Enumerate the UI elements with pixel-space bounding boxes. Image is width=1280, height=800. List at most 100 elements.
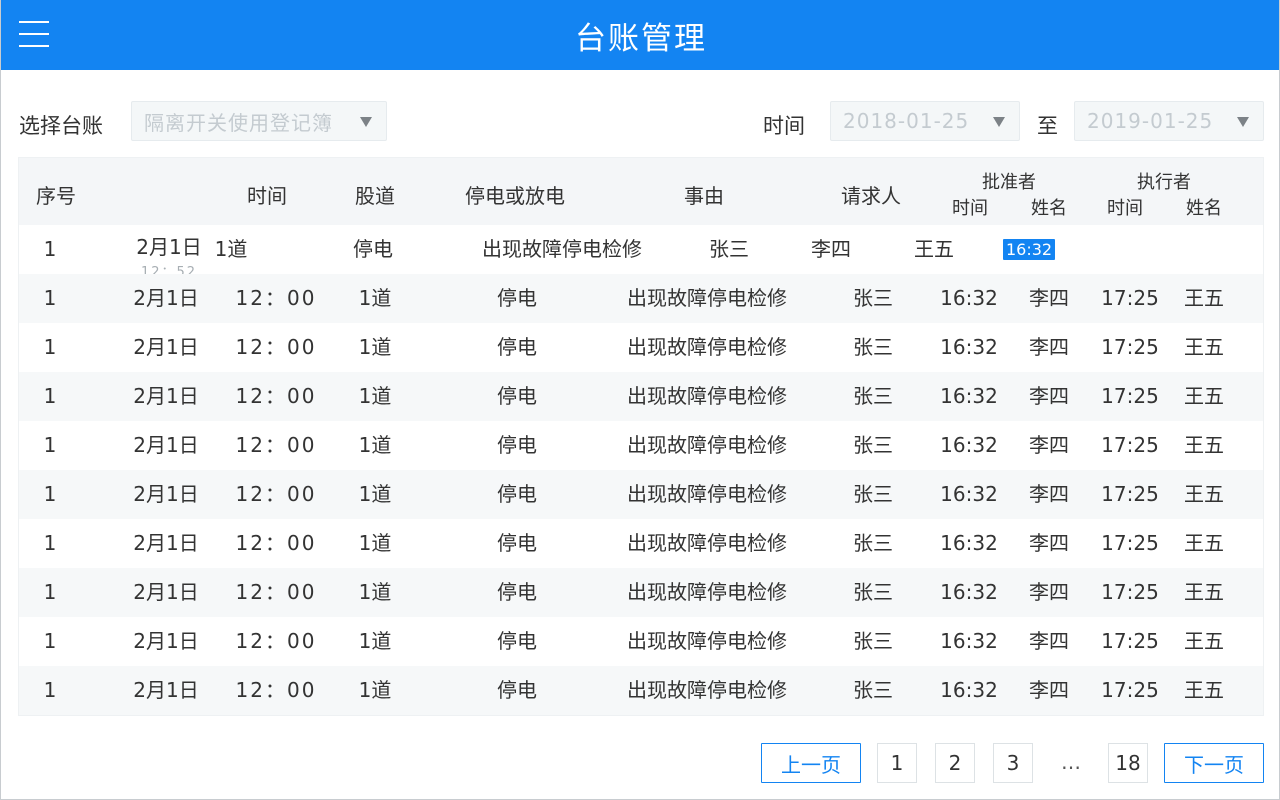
chevron-down-icon bbox=[993, 117, 1005, 127]
page-button-last[interactable]: 18 bbox=[1108, 743, 1148, 783]
cell-action: 停电 bbox=[497, 335, 537, 359]
cell-date: 2月1日 bbox=[133, 629, 199, 653]
cell-exec-name: 王五 bbox=[1184, 629, 1224, 653]
cell-reason: 出现故障停电检修 bbox=[627, 629, 787, 653]
cell-track: 1道 bbox=[358, 629, 392, 653]
cell-track: 1道 bbox=[358, 678, 392, 702]
cell-approve-name: 李四 bbox=[1029, 286, 1069, 310]
cell-date[interactable]: 2月1日 bbox=[136, 235, 202, 259]
table-row[interactable]: 1 2月1日 12：00 1道 停电 出现故障停电检修 张三 16:32 李四 17:25 王五 bbox=[19, 323, 1263, 372]
cell-approve-time: 16:32 bbox=[940, 482, 998, 506]
cell-approve-name: 李四 bbox=[1029, 678, 1069, 702]
col-action-header: 停电或放电 bbox=[465, 184, 565, 208]
cell-exec-time: 17:25 bbox=[1101, 678, 1159, 702]
cell-approve-time: 16:32 bbox=[940, 286, 998, 310]
cell-index: 1 bbox=[43, 237, 57, 261]
cell-action: 停电 bbox=[497, 286, 537, 310]
cell-requester[interactable]: 张三 bbox=[709, 237, 749, 261]
cell-clock: 12：00 bbox=[235, 580, 317, 604]
col-approver-name-header: 姓名 bbox=[1031, 198, 1067, 219]
cell-approve-name: 李四 bbox=[1029, 531, 1069, 555]
cell-approve-name: 李四 bbox=[1029, 482, 1069, 506]
cell-track: 1道 bbox=[358, 482, 392, 506]
cell-approve-name: 李四 bbox=[1029, 629, 1069, 653]
cell-date: 2月1日 bbox=[133, 433, 199, 457]
table-row[interactable]: 1 2月1日 12：00 1道 停电 出现故障停电检修 张三 16:32 李四 17:25 王五 bbox=[19, 617, 1263, 666]
cell-approve-name: 李四 bbox=[1029, 433, 1069, 457]
cell-date: 2月1日 bbox=[133, 335, 199, 359]
end-date-select[interactable]: 2019-01-25 bbox=[1074, 101, 1264, 141]
cell-reason: 出现故障停电检修 bbox=[627, 531, 787, 555]
cell-clock: 12：00 bbox=[235, 335, 317, 359]
table-row[interactable]: 1 2月1日 12：00 1道 停电 出现故障停电检修 张三 16:32 李四 17:25 王五 bbox=[19, 421, 1263, 470]
selected-time-badge[interactable]: 16:32 bbox=[1003, 239, 1056, 260]
cell-exec-name: 王五 bbox=[1184, 678, 1224, 702]
cell-action: 停电 bbox=[497, 580, 537, 604]
cell-clock: 12：00 bbox=[235, 629, 317, 653]
cell-approve-time: 16:32 bbox=[940, 335, 998, 359]
table-row[interactable]: 1 2月1日 12：00 1道 停电 出现故障停电检修 张三 16:32 李四 17:25 王五 bbox=[19, 666, 1263, 715]
cell-index: 1 bbox=[43, 384, 57, 408]
menu-icon[interactable] bbox=[19, 21, 49, 47]
col-executor-name-header: 姓名 bbox=[1186, 198, 1222, 219]
cell-exec-name: 王五 bbox=[1184, 384, 1224, 408]
page-button-3[interactable]: 3 bbox=[993, 743, 1033, 783]
cell-exec-name: 王五 bbox=[1184, 482, 1224, 506]
col-executor-time-header: 时间 bbox=[1107, 198, 1143, 219]
table-row[interactable]: 1 2月1日 12：00 1道 停电 出现故障停电检修 张三 16:32 李四 17:25 王五 bbox=[19, 568, 1263, 617]
table-header: 序号 时间 股道 停电或放电 事由 请求人 批准者 时间 姓名 执行者 时间 姓… bbox=[19, 158, 1263, 225]
time-label: 时间 bbox=[763, 114, 805, 138]
cell-track: 1道 bbox=[358, 335, 392, 359]
cell-approver[interactable]: 李四 bbox=[811, 237, 851, 261]
next-page-button[interactable]: 下一页 bbox=[1164, 743, 1264, 783]
cell-approve-name: 李四 bbox=[1029, 580, 1069, 604]
cell-requester: 张三 bbox=[853, 531, 893, 555]
table-row[interactable]: 1 2月1日 12：00 1道 停电 出现故障停电检修 张三 16:32 李四 17:25 王五 bbox=[19, 470, 1263, 519]
cell-action: 停电 bbox=[497, 433, 537, 457]
ledger-select-value: 隔离开关使用登记簿 bbox=[144, 110, 333, 135]
cell-index: 1 bbox=[43, 286, 57, 310]
cell-reason[interactable]: 出现故障停电检修 bbox=[482, 237, 642, 261]
chevron-down-icon bbox=[1237, 117, 1249, 127]
cell-track: 1道 bbox=[358, 384, 392, 408]
start-date-value: 2018-01-25 bbox=[843, 109, 970, 133]
cell-action: 停电 bbox=[497, 629, 537, 653]
cell-track: 1道 bbox=[358, 580, 392, 604]
page-ellipsis: … bbox=[1061, 750, 1081, 774]
cell-exec-time: 17:25 bbox=[1101, 286, 1159, 310]
col-track-header: 股道 bbox=[355, 184, 395, 208]
table-row[interactable]: 1 2月1日 12：00 1道 停电 出现故障停电检修 张三 16:32 李四 17:25 王五 bbox=[19, 274, 1263, 323]
cell-reason: 出现故障停电检修 bbox=[627, 580, 787, 604]
cell-action[interactable]: 停电 bbox=[353, 237, 393, 261]
cell-approve-time: 16:32 bbox=[940, 629, 998, 653]
app-header: 台账管理 bbox=[1, 0, 1279, 70]
cell-approve-time: 16:32 bbox=[940, 580, 998, 604]
cell-exec-time: 17:25 bbox=[1101, 580, 1159, 604]
table-row-editing[interactable]: 1 2月1日 12：52 1道 停电 出现故障停电检修 张三 李四 王五 16:… bbox=[19, 225, 1263, 280]
cell-exec-name: 王五 bbox=[1184, 531, 1224, 555]
page-button-2[interactable]: 2 bbox=[935, 743, 975, 783]
page-button-1[interactable]: 1 bbox=[877, 743, 917, 783]
cell-approve-name: 李四 bbox=[1029, 335, 1069, 359]
cell-approve-time: 16:32 bbox=[940, 531, 998, 555]
ledger-select[interactable]: 隔离开关使用登记簿 bbox=[131, 101, 387, 141]
start-date-select[interactable]: 2018-01-25 bbox=[830, 101, 1020, 141]
cell-requester: 张三 bbox=[853, 580, 893, 604]
cell-executor[interactable]: 王五 bbox=[914, 237, 954, 261]
table-row[interactable]: 1 2月1日 12：00 1道 停电 出现故障停电检修 张三 16:32 李四 17:25 王五 bbox=[19, 372, 1263, 421]
cell-approve-time: 16:32 bbox=[940, 433, 998, 457]
cell-exec-time: 17:25 bbox=[1101, 482, 1159, 506]
cell-date: 2月1日 bbox=[133, 580, 199, 604]
col-time-header: 时间 bbox=[247, 184, 287, 208]
cell-requester: 张三 bbox=[853, 482, 893, 506]
cell-track: 1道 bbox=[358, 531, 392, 555]
table-row[interactable]: 1 2月1日 12：00 1道 停电 出现故障停电检修 张三 16:32 李四 17:25 王五 bbox=[19, 519, 1263, 568]
cell-approve-name: 李四 bbox=[1029, 384, 1069, 408]
prev-page-button[interactable]: 上一页 bbox=[761, 743, 861, 783]
col-executor-header: 执行者 bbox=[1137, 172, 1191, 193]
cell-exec-time: 17:25 bbox=[1101, 629, 1159, 653]
cell-date: 2月1日 bbox=[133, 286, 199, 310]
cell-clock: 12：00 bbox=[235, 531, 317, 555]
cell-track[interactable]: 1道 bbox=[214, 237, 248, 261]
cell-requester: 张三 bbox=[853, 629, 893, 653]
